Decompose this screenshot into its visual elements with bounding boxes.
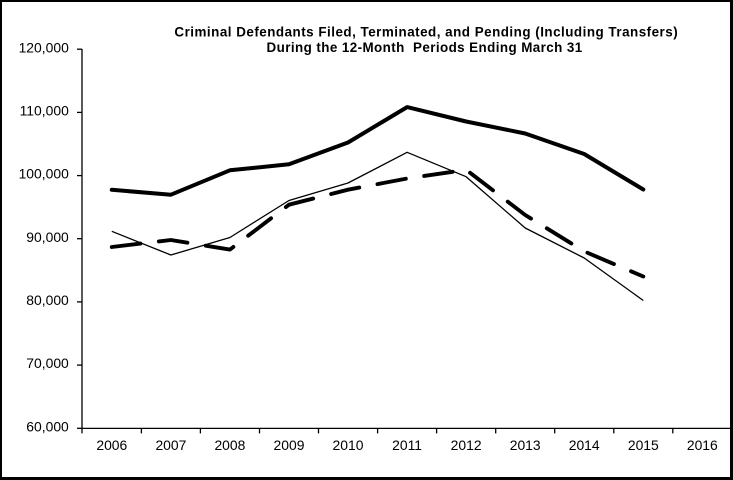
svg-text:2014: 2014 [569, 437, 600, 453]
svg-text:2008: 2008 [214, 437, 245, 453]
svg-text:110,000: 110,000 [20, 103, 69, 119]
svg-text:Criminal Defendants Filed, Ter: Criminal Defendants Filed, Terminated, a… [174, 25, 678, 40]
svg-text:100,000: 100,000 [19, 166, 69, 182]
svg-text:2007: 2007 [155, 437, 186, 453]
svg-text:2015: 2015 [628, 437, 659, 453]
svg-text:2013: 2013 [510, 437, 541, 453]
svg-text:70,000: 70,000 [26, 355, 69, 371]
svg-text:60,000: 60,000 [26, 418, 69, 434]
svg-text:90,000: 90,000 [26, 229, 69, 245]
svg-text:80,000: 80,000 [26, 292, 69, 308]
svg-text:2016: 2016 [687, 437, 718, 453]
svg-text:2010: 2010 [333, 437, 364, 453]
svg-text:2011: 2011 [392, 437, 422, 453]
svg-text:2009: 2009 [274, 437, 305, 453]
svg-text:120,000: 120,000 [19, 39, 69, 55]
svg-text:2006: 2006 [96, 437, 127, 453]
svg-text:2012: 2012 [451, 437, 482, 453]
svg-text:During the 12-Month Periods E: During the 12-Month Periods Ending March… [267, 40, 583, 55]
